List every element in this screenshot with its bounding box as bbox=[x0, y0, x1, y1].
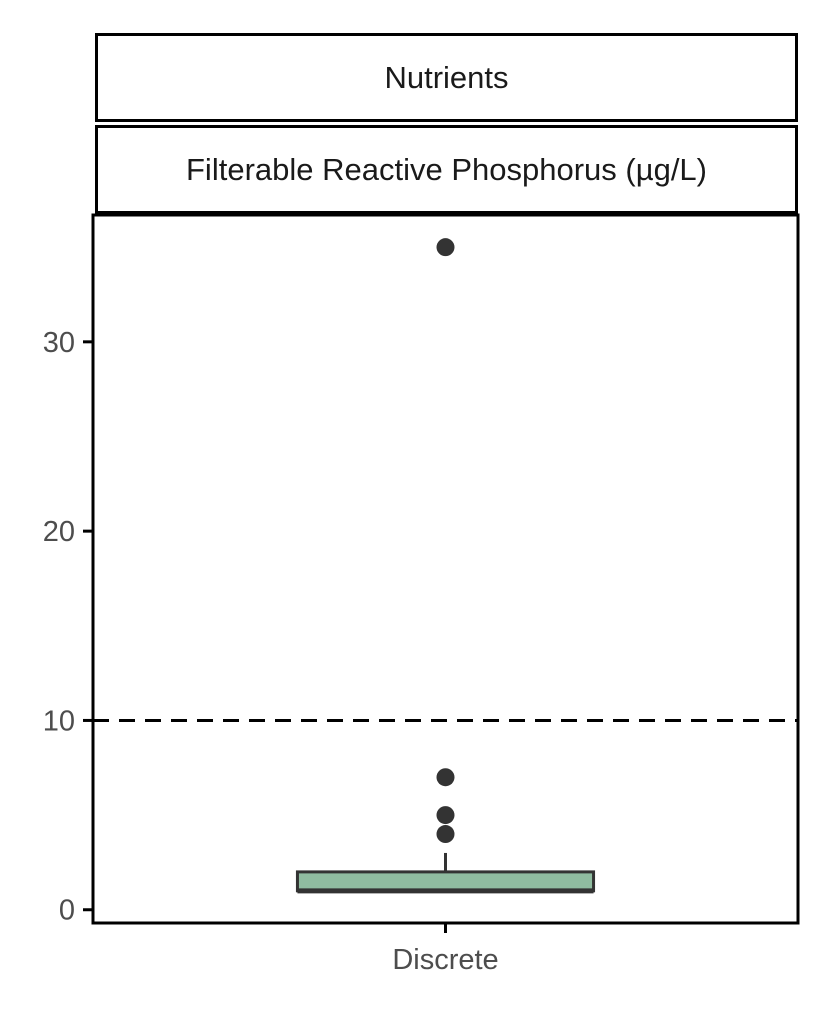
outlier-point bbox=[436, 806, 455, 825]
facet-strip-bottom: Filterable Reactive Phosphorus (µg/L) bbox=[95, 125, 798, 214]
x-tick-label: Discrete bbox=[392, 944, 498, 976]
box-iqr bbox=[295, 870, 596, 893]
y-tick-label: 30 bbox=[43, 327, 75, 359]
outlier-point bbox=[436, 768, 455, 787]
y-tick-label: 10 bbox=[43, 705, 75, 737]
outlier-point bbox=[436, 825, 455, 844]
facet-strip-top-label: Nutrients bbox=[384, 59, 509, 95]
facet-strip-top: Nutrients bbox=[95, 33, 798, 122]
facet-strip-bottom-label: Filterable Reactive Phosphorus (µg/L) bbox=[186, 151, 707, 187]
outlier-point bbox=[436, 238, 455, 257]
y-tick-label: 0 bbox=[59, 895, 75, 927]
plot-panel bbox=[91, 213, 800, 925]
y-tick-label: 20 bbox=[43, 516, 75, 548]
